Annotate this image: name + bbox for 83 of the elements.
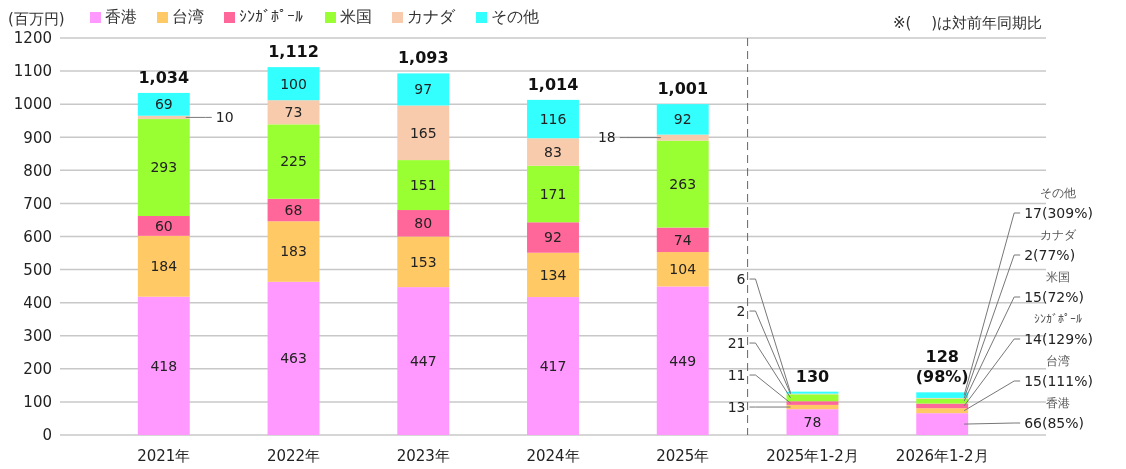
data-label: 83 [544, 143, 562, 160]
total-label: 128 (98%) [915, 347, 969, 387]
data-label: 449 [669, 352, 697, 369]
x-tick-label: 2025年 [656, 447, 710, 465]
y-tick-label: 0 [42, 426, 52, 445]
y-tick-label: 600 [23, 227, 52, 246]
data-label: 225 [280, 153, 307, 170]
text: カナダ [1040, 228, 1077, 243]
data-label: 73 [284, 104, 303, 121]
y-tick-label: 700 [23, 194, 52, 213]
data-label: 151 [409, 176, 437, 193]
y-axis-title: (百万円) [8, 10, 65, 28]
legend-label: その他 [491, 7, 539, 26]
text: 米国 [1046, 270, 1071, 285]
data-label: 78 [803, 414, 822, 430]
x-tick-label: 2026年1-2月 [895, 447, 989, 465]
data-label: 13 [727, 398, 746, 415]
total-label: 130 [795, 366, 830, 386]
data-label: 2 [736, 302, 746, 319]
data-label: 6 [736, 270, 746, 287]
legend-label: 米国 [340, 7, 372, 26]
y-tick-label: 300 [23, 327, 52, 345]
data-label: 134 [539, 266, 567, 283]
text: その他 [1040, 186, 1077, 201]
legend-label: 香港 [105, 7, 137, 26]
data-label: 165 [409, 124, 437, 141]
y-tick-label: 500 [23, 260, 52, 279]
data-label: 153 [409, 253, 437, 270]
legend-label: ｼﾝｶﾞﾎﾟｰﾙ [239, 7, 303, 26]
total-label: 1,112 [268, 42, 319, 62]
data-label: 100 [280, 75, 307, 92]
data-label: 60 [154, 217, 173, 234]
data-label: 417 [539, 357, 567, 374]
total-label: 1,093 [397, 48, 449, 68]
data-label: 97 [414, 81, 433, 98]
x-tick-label: 2024年 [526, 447, 580, 465]
data-label: 14(129%) [1024, 330, 1093, 347]
x-tick-label: 2022年 [266, 447, 321, 465]
data-label: 263 [669, 175, 697, 192]
y-tick-label: 800 [23, 161, 52, 180]
text: ｼﾝｶﾞﾎﾟｰﾙ [1034, 312, 1083, 327]
x-tick-label: 2021年 [137, 447, 191, 465]
total-label: 1,034 [138, 67, 190, 87]
data-label: 104 [669, 261, 697, 278]
y-tick-label: 400 [23, 293, 52, 312]
data-label: 171 [539, 185, 567, 202]
data-label: 74 [673, 231, 692, 248]
data-label: 418 [150, 357, 178, 374]
data-label: 21 [727, 334, 746, 351]
y-tick-label: 1000 [13, 95, 52, 114]
text: 香港 [1046, 396, 1071, 411]
y-tick-label: 1200 [13, 29, 52, 48]
total-label: 1,001 [657, 79, 709, 99]
data-label: 10 [215, 109, 234, 126]
x-tick-label: 2025年1-2月 [766, 447, 859, 465]
legend-label: カナダ [407, 7, 456, 26]
y-tick-label: 900 [23, 128, 52, 147]
data-label: 17(309%) [1024, 204, 1093, 221]
text: 台湾 [1046, 354, 1071, 369]
data-label: 116 [539, 110, 567, 127]
data-label: 66(85%) [1024, 414, 1085, 431]
data-label: 2(77%) [1024, 246, 1076, 263]
text: ※( )は対前年同期比 [892, 14, 1042, 32]
x-tick-label: 2023年 [396, 447, 450, 465]
total-label: 1,014 [527, 74, 579, 94]
legend-label: 台湾 [172, 7, 204, 26]
data-label: 293 [150, 159, 178, 176]
data-label: 68 [284, 201, 303, 218]
y-tick-label: 100 [23, 393, 52, 412]
data-label: 15(111%) [1024, 372, 1093, 389]
y-tick-label: 200 [23, 360, 52, 379]
data-label: 69 [154, 96, 173, 113]
data-label: 92 [673, 111, 692, 128]
data-label: 184 [150, 258, 178, 275]
data-label: 92 [544, 229, 562, 246]
data-label: 18 [597, 129, 616, 146]
data-label: 80 [414, 215, 433, 232]
data-label: 447 [409, 352, 437, 369]
data-label: 15(72%) [1024, 288, 1085, 305]
data-label: 11 [727, 366, 746, 383]
y-tick-label: 1100 [13, 62, 52, 81]
data-label: 463 [280, 350, 307, 367]
data-label: 183 [280, 243, 307, 260]
